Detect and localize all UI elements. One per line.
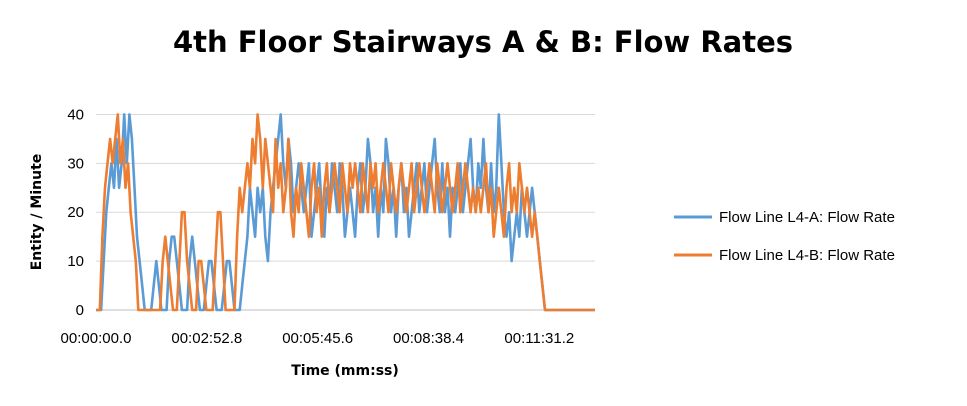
x-tick-label: 00:05:45.6 — [282, 330, 353, 347]
x-tick-label: 00:02:52.8 — [171, 330, 242, 347]
y-tick-label: 20 — [67, 204, 84, 221]
x-tick-label: 00:08:38.4 — [393, 330, 464, 347]
legend: Flow Line L4-A: Flow Rate Flow Line L4-B:… — [674, 209, 895, 264]
x-axis-title: Time (mm:ss) — [291, 363, 399, 379]
legend-label: Flow Line L4-A: Flow Rate — [719, 209, 895, 226]
y-tick-label: 10 — [67, 253, 84, 270]
y-tick-label: 40 — [67, 106, 84, 123]
x-tick-label: 00:11:31.2 — [504, 330, 574, 347]
series-lines — [96, 113, 595, 312]
y-axis-ticks: 0 10 20 30 40 — [67, 106, 84, 319]
y-axis-title: Entity / Minute — [29, 154, 45, 271]
y-tick-label: 0 — [76, 302, 84, 319]
chart-title: 4th Floor Stairways A & B: Flow Rates — [173, 25, 793, 59]
y-tick-label: 30 — [67, 155, 84, 172]
x-tick-label: 00:00:00.0 — [61, 330, 132, 347]
series-line-l4-b — [96, 113, 595, 312]
x-axis-ticks: 00:00:00.0 00:02:52.8 00:05:45.6 00:08:38.4… — [61, 330, 575, 347]
legend-label: Flow Line L4-B: Flow Rate — [719, 247, 895, 264]
